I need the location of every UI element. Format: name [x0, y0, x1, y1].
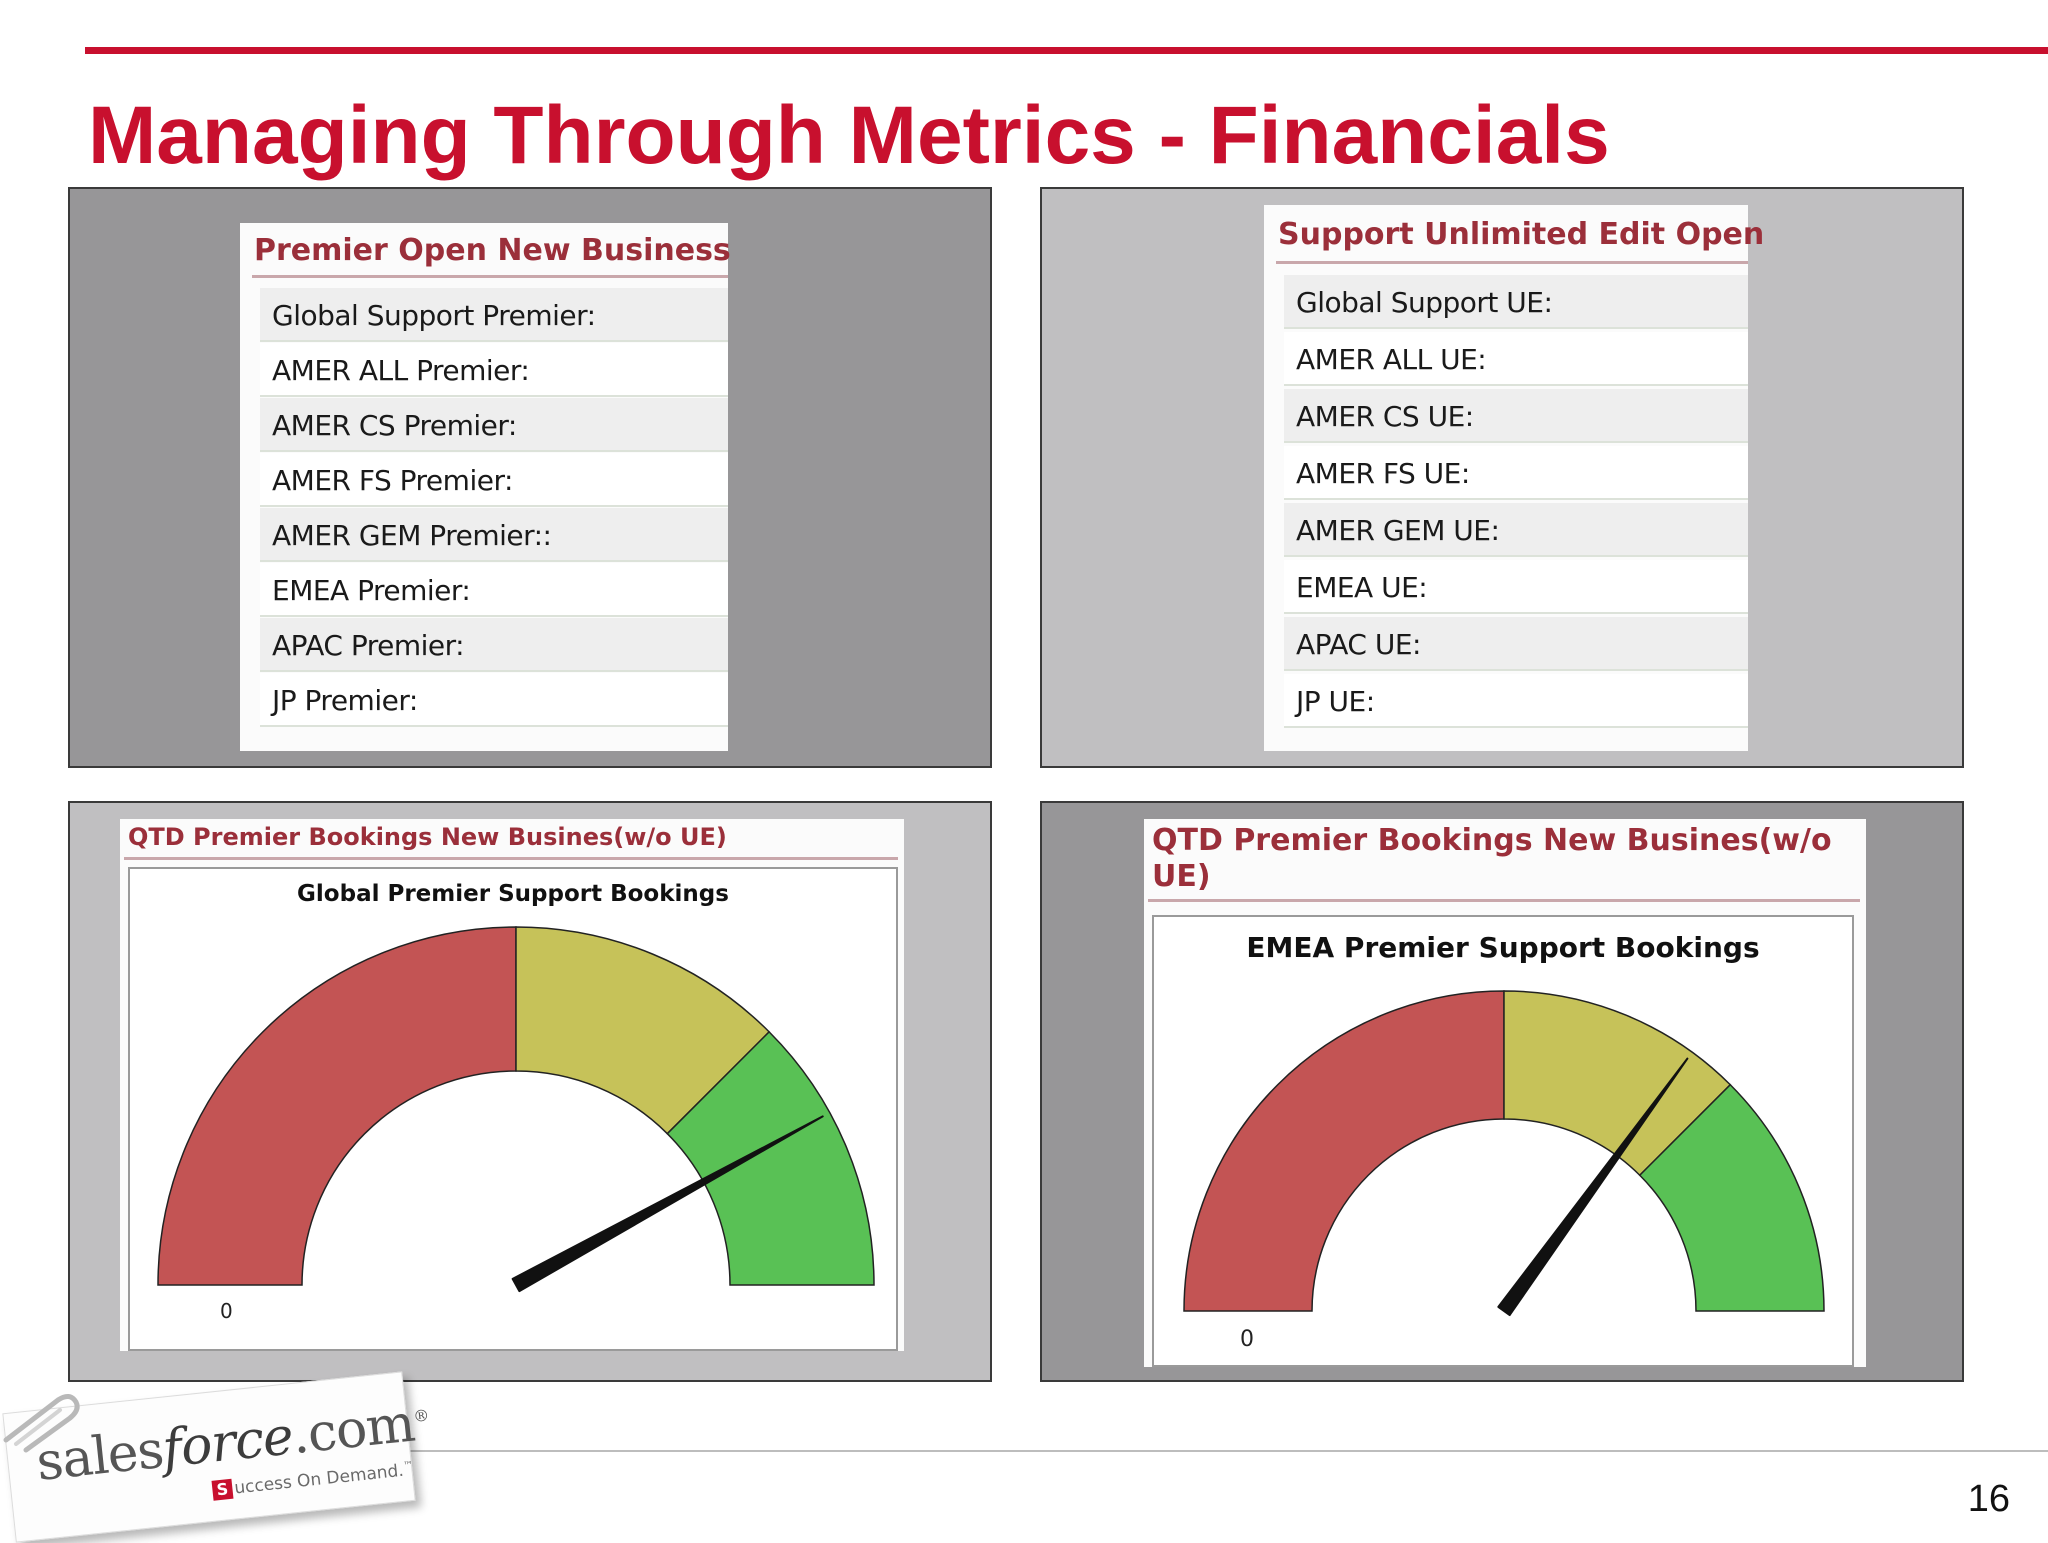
row-label: Global Support Premier:: [272, 299, 596, 332]
ue-open-title-rule: [1276, 261, 1748, 264]
list-item: AMER FS UE:: [1284, 446, 1748, 500]
row-label: JP Premier:: [272, 684, 418, 717]
premier-open-title-rule: [252, 275, 728, 278]
emea-gauge-title-rule: [1148, 899, 1860, 902]
page-number: 16: [1967, 1478, 2010, 1520]
logo-tagline-initial: S: [211, 1478, 234, 1501]
global-gauge-title-rule: [124, 857, 898, 860]
list-item: EMEA UE:: [1284, 560, 1748, 614]
row-label: APAC Premier:: [272, 629, 465, 662]
list-item: APAC Premier:: [260, 618, 728, 672]
row-label: AMER ALL UE:: [1296, 343, 1487, 376]
global-gauge-card-title: QTD Premier Bookings New Busines(w/o UE): [128, 823, 727, 851]
logo-com: .com: [289, 1393, 418, 1467]
emea-gauge-chart-title: EMEA Premier Support Bookings: [1246, 931, 1760, 964]
row-label: AMER GEM Premier::: [272, 519, 552, 552]
panel-emea-gauge: QTD Premier Bookings New Busines(w/o UE)…: [1040, 801, 1964, 1382]
gauge-band-1: [157, 926, 517, 1286]
list-item: Global Support Premier:: [260, 288, 728, 342]
row-label: JP UE:: [1296, 685, 1375, 718]
logo-force: force: [159, 1406, 296, 1480]
row-label: AMER CS UE:: [1296, 400, 1474, 433]
row-label: AMER CS Premier:: [272, 409, 517, 442]
list-item: AMER ALL Premier:: [260, 343, 728, 397]
emea-gauge-card-title-2: UE): [1152, 859, 1211, 894]
row-label: Global Support UE:: [1296, 286, 1553, 319]
list-item: AMER GEM Premier::: [260, 508, 728, 562]
gauge-needle: [511, 1115, 824, 1293]
list-item: JP Premier:: [260, 673, 728, 727]
list-item: APAC UE:: [1284, 617, 1748, 671]
gauge-needle: [1497, 1057, 1689, 1317]
logo-tagline-tm: ™: [402, 1460, 414, 1473]
ue-open-card: Support Unlimited Edit Open Global Suppo…: [1264, 205, 1764, 751]
row-label: AMER FS UE:: [1296, 457, 1470, 490]
row-label: EMEA Premier:: [272, 574, 471, 607]
panel-premier-open: Premier Open New Business Global Support…: [68, 187, 992, 768]
list-item: EMEA Premier:: [260, 563, 728, 617]
emea-gauge-frame: EMEA Premier Support Bookings 0: [1152, 915, 1854, 1367]
panel-global-gauge: QTD Premier Bookings New Busines(w/o UE)…: [68, 801, 992, 1382]
premier-open-card: Premier Open New Business Global Support…: [240, 223, 731, 751]
list-item: AMER CS Premier:: [260, 398, 728, 452]
global-gauge-chart-title: Global Premier Support Bookings: [297, 881, 729, 907]
list-item: AMER GEM UE:: [1284, 503, 1748, 557]
top-rule: [85, 47, 2048, 54]
emea-gauge-card: QTD Premier Bookings New Busines(w/o UE)…: [1144, 819, 1866, 1367]
gauge-band-1: [1183, 990, 1505, 1312]
gauge-band-3: [1638, 1083, 1825, 1312]
slide-title: Managing Through Metrics - Financials: [88, 90, 1610, 181]
paperclip-icon: [3, 1394, 80, 1453]
gauge-chart-emea: [1183, 990, 1825, 1317]
list-item: AMER CS UE:: [1284, 389, 1748, 443]
premier-open-title: Premier Open New Business: [254, 233, 731, 268]
list-item: AMER FS Premier:: [260, 453, 728, 507]
gauge-chart-global: [157, 926, 875, 1293]
logo-registered: ®: [412, 1405, 430, 1427]
footer-rule: [400, 1450, 2048, 1452]
emea-gauge-card-title-1: QTD Premier Bookings New Busines(w/o: [1152, 823, 1832, 858]
global-gauge-card: QTD Premier Bookings New Busines(w/o UE)…: [120, 819, 904, 1351]
panel-ue-open: Support Unlimited Edit Open Global Suppo…: [1040, 187, 1964, 768]
ue-open-title: Support Unlimited Edit Open: [1278, 217, 1765, 252]
row-label: AMER FS Premier:: [272, 464, 513, 497]
list-item: JP UE:: [1284, 674, 1748, 728]
list-item: Global Support UE:: [1284, 275, 1748, 329]
global-gauge-frame: Global Premier Support Bookings 0: [128, 867, 898, 1351]
global-gauge-min-label: 0: [220, 1299, 233, 1323]
row-label: EMEA UE:: [1296, 571, 1428, 604]
row-label: APAC UE:: [1296, 628, 1421, 661]
gauge-band-3: [666, 1030, 875, 1286]
row-label: AMER ALL Premier:: [272, 354, 530, 387]
row-label: AMER GEM UE:: [1296, 514, 1500, 547]
emea-gauge-min-label: 0: [1240, 1327, 1254, 1352]
list-item: AMER ALL UE:: [1284, 332, 1748, 386]
